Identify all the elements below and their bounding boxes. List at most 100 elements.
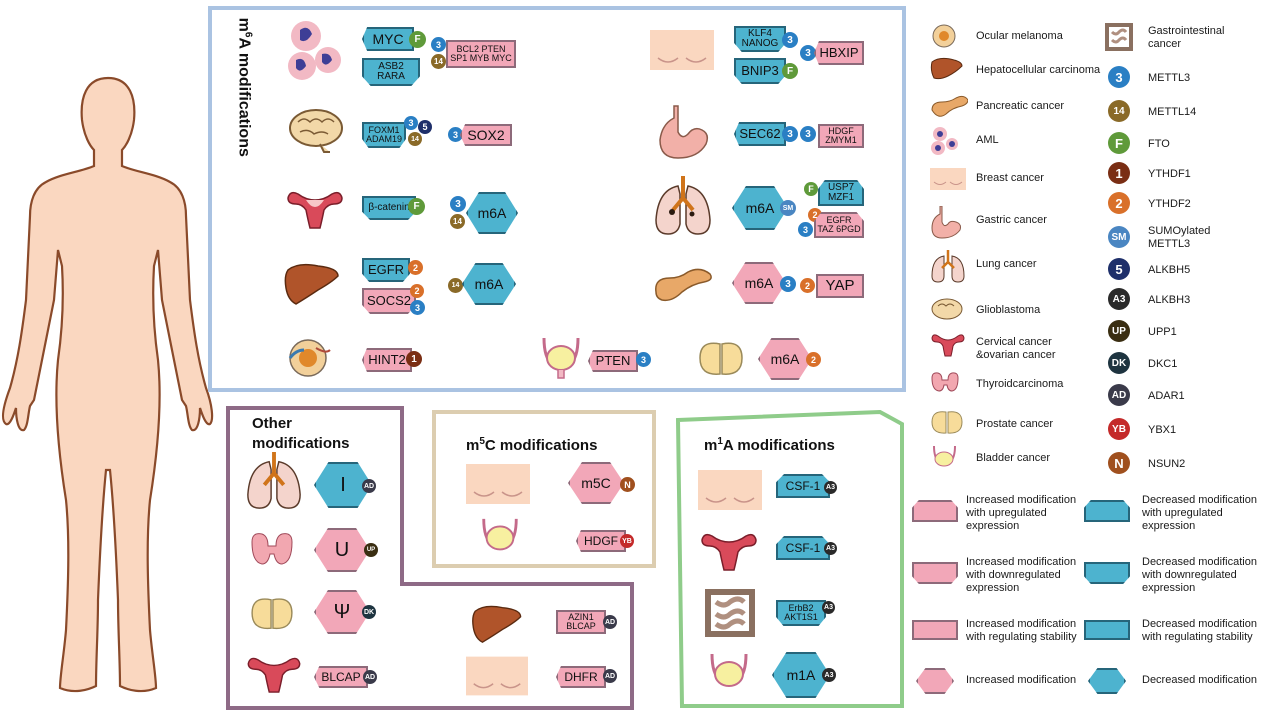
stomach-icon [931,206,961,239]
ythdf1-badge: 1 [406,351,422,367]
hdgf-zmym1-tag: HDGF ZMYM1 [818,124,864,148]
stomach-icon [659,105,709,159]
mettl14-badge: 14 [448,278,463,293]
bnip3-tag: BNIP3 [734,58,786,84]
adar1-badge: AD [363,670,377,684]
legend-shape-label: Increased modification with downregulate… [966,556,1077,595]
yap-tag: YAP [816,274,864,298]
legend-cancer-label: Pancreatic cancer [976,100,1065,112]
liver-icon [930,57,963,80]
sox2-tag: SOX2 [460,124,512,146]
alkbh3-badge: A3 [822,668,836,682]
aml-icon [288,21,341,80]
m1a-hexagon: m1A [772,652,830,698]
legend-shape-decreased-up [1084,500,1130,522]
mettl3-badge: 3 [404,116,418,130]
mettl3-badge: 3 [431,37,446,52]
legend-enzyme-label: YTHDF1 [1148,168,1191,180]
mettl3-badge: 3 [800,45,816,61]
legend-enzyme-label: Gastrointestinal cancer [1148,25,1225,51]
mettl3-badge: 3 [798,222,813,237]
lung-icon [247,452,301,509]
legend-enzyme-badge: 3 [1108,66,1130,88]
uterus-icon [287,191,343,229]
m6a-panel [208,6,906,392]
nsun2-badge: N [620,477,635,492]
legend-enzyme-label: FTO [1148,138,1170,150]
breast-icon [466,464,530,504]
legend-cancer-label: Bladder cancer [976,452,1050,464]
alkbh3-badge: A3 [822,601,835,614]
intestine-icon [705,589,755,637]
mettl3-badge: 3 [782,32,798,48]
legend-enzyme-badge: UP [1108,320,1130,342]
legend-shape-increased-down [912,562,958,584]
lung-icon [655,176,711,235]
legend-enzyme-badge: N [1108,452,1130,474]
beta-catenin-tag: β-catenin [362,196,416,220]
foxm1-adam19-tag: FOXM1 ADAM19 [362,122,406,148]
legend-enzyme-label: YBX1 [1148,424,1177,436]
legend-enzyme-label: ALKBH5 [1148,264,1191,276]
fto-badge: F [408,198,425,215]
other-panel-title: Other modifications [252,415,350,452]
dhfr-tag: DHFR [556,666,606,688]
uterus-icon [247,657,301,693]
m6a-liver-hexagon: m6A [462,263,516,305]
brain-icon [931,298,963,320]
legend-shape-increased [916,668,954,694]
ythdf2-badge: 2 [410,284,424,298]
m1a-panel-outline [676,410,904,708]
hbxip-tag: HBXIP [814,41,864,65]
mettl14-badge: 14 [431,54,446,69]
ybx1-badge: YB [620,534,634,548]
myc-tag: MYC [362,27,414,51]
m5c-panel [432,410,656,568]
pancreas-icon [931,95,968,117]
breast-icon [650,30,714,70]
csf1-tag: CSF-1 [776,536,830,560]
bcl2-pten-tag: BCL2 PTEN SP1 MYB MYC [446,40,516,68]
human-body-figure [1,76,214,693]
hint2-tag: HINT2 [362,348,412,372]
intestine-icon [1105,23,1133,51]
asb2-rara-tag: ASB2 RARA [362,58,420,86]
adar1-badge: AD [362,479,376,493]
legend-shape-decreased [1088,668,1126,694]
liver-icon [284,263,339,305]
sumo-mettl3-badge: SM [780,200,796,216]
eye-icon [932,24,956,48]
ythdf2-badge: 2 [408,260,423,275]
legend-cancer-label: Ocular melanoma [976,30,1063,42]
legend-enzyme-badge: DK [1108,352,1130,374]
usp7-mzf1-tag: USP7 MZF1 [818,180,864,206]
m1a-panel-title: m1A modifications [704,436,835,454]
thyroid-icon [931,372,959,392]
ythdf2-badge: 2 [800,278,815,293]
fto-badge: F [409,31,426,48]
legend-shape-decreased-down [1084,562,1130,584]
legend-shape-label: Increased modification with upregulated … [966,494,1077,533]
legend-enzyme-label: SUMOylated METTL3 [1148,225,1211,251]
alkbh3-badge: A3 [824,481,837,494]
legend-enzyme-badge: 1 [1108,162,1130,184]
legend-cancer-label: Cervical cancer &ovarian cancer [976,336,1056,362]
legend-enzyme-badge: AD [1108,384,1130,406]
fto-badge: F [782,63,798,79]
legend-cancer-label: Gastric cancer [976,214,1047,226]
legend-enzyme-badge: F [1108,132,1130,154]
mettl3-badge: 3 [636,352,651,367]
legend-enzyme-label: ADAR1 [1148,390,1185,402]
egfr-tag: EGFR [362,258,410,282]
azin1-blcap-tag: AZIN1 BLCAP [556,610,606,634]
legend-cancer-label: Prostate cancer [976,418,1054,430]
sec62-tag: SEC62 [734,122,786,146]
legend-shape-label: Decreased modification with downregulate… [1142,556,1257,595]
m6a-pancreas-hexagon: m6A [732,262,786,304]
blcap-tag: BLCAP [314,666,368,688]
brain-icon [289,109,343,153]
legend-shape-label: Increased modification [966,674,1077,686]
bladder-icon [710,653,748,687]
legend-shape-label: Increased modification with regulating s… [966,618,1077,644]
bladder-icon [933,445,956,467]
